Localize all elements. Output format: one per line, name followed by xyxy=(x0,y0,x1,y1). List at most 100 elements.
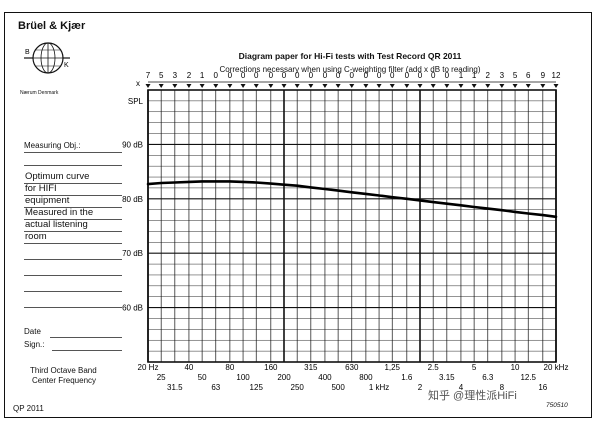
brand-name: Brüel & Kjær xyxy=(18,20,86,32)
handwritten-line: equipment xyxy=(25,195,70,206)
correction-marker xyxy=(389,84,395,88)
x-tick-label: 50 xyxy=(198,373,207,382)
correction-value: 2 xyxy=(187,71,192,80)
correction-marker xyxy=(553,84,559,88)
series-line xyxy=(146,180,558,219)
correction-value: 0 xyxy=(418,71,423,80)
correction-marker xyxy=(417,84,423,88)
x-tick-label: 40 xyxy=(184,363,193,372)
correction-value: 0 xyxy=(323,71,328,80)
correction-value: 0 xyxy=(214,71,219,80)
correction-marker xyxy=(471,84,477,88)
correction-value: 0 xyxy=(377,71,382,80)
correction-value: 9 xyxy=(541,71,546,80)
correction-value: 12 xyxy=(552,71,561,80)
x-tick-label: 100 xyxy=(236,373,250,382)
correction-marker xyxy=(213,84,219,88)
chart-subtitle: Corrections necessary when using C-weigh… xyxy=(219,65,481,74)
x-tick-label: 1,25 xyxy=(384,363,400,372)
form-line xyxy=(24,219,122,220)
correction-value: 0 xyxy=(241,71,246,80)
correction-marker xyxy=(253,84,259,88)
correction-value: 0 xyxy=(350,71,355,80)
y-tick-label: 90 dB xyxy=(122,140,143,149)
date-label: Date xyxy=(24,327,41,336)
correction-value: 1 xyxy=(472,71,477,80)
correction-value: 0 xyxy=(254,71,259,80)
correction-marker xyxy=(199,84,205,88)
form-line xyxy=(24,307,122,308)
handwritten-line: actual listening xyxy=(25,219,88,230)
correction-marker xyxy=(363,84,369,88)
form-line xyxy=(24,207,122,208)
x-tick-label: 2.5 xyxy=(428,363,440,372)
form-line xyxy=(24,195,122,196)
measuring-obj-label: Measuring Obj.: xyxy=(24,141,81,150)
x-tick-label: 630 xyxy=(345,363,359,372)
form-line xyxy=(24,291,122,292)
form-line xyxy=(24,259,122,260)
y-tick-label: 80 dB xyxy=(122,195,143,204)
correction-value: 6 xyxy=(526,71,531,80)
footer-serial: 750510 xyxy=(546,402,568,409)
correction-value: 0 xyxy=(269,71,274,80)
correction-value: 0 xyxy=(390,71,395,80)
watermark-text: 知乎 @理性派HiFi xyxy=(428,390,517,402)
x-tick-label: 8 xyxy=(500,383,505,392)
correction-value: 0 xyxy=(228,71,233,80)
correction-value: 0 xyxy=(405,71,410,80)
correction-value: 0 xyxy=(309,71,314,80)
form-line xyxy=(24,165,122,166)
x-tick-label: 250 xyxy=(291,383,305,392)
x-tick-label: 25 xyxy=(157,373,166,382)
date-line xyxy=(50,337,122,338)
correction-marker xyxy=(444,84,450,88)
correction-marker xyxy=(240,84,246,88)
correction-marker xyxy=(308,84,314,88)
x-tick-label: 200 xyxy=(277,373,291,382)
logo-subtext: Nærum Denmark xyxy=(20,90,59,96)
band-label-1: Third Octave Band xyxy=(30,366,97,375)
x-tick-label: 125 xyxy=(250,383,264,392)
x-tick-label: 400 xyxy=(318,373,332,382)
correction-marker xyxy=(485,84,491,88)
correction-marker xyxy=(158,84,164,88)
x-tick-label: 10 xyxy=(511,363,520,372)
correction-marker xyxy=(499,84,505,88)
footer-code: QP 2011 xyxy=(13,404,44,413)
x-tick-label: 63 xyxy=(211,383,220,392)
logo-letter-k: K xyxy=(64,62,69,69)
logo-letter-b: B xyxy=(25,49,30,56)
x-tick-label: 20 Hz xyxy=(138,363,159,372)
correction-value: 5 xyxy=(159,71,164,80)
correction-marker xyxy=(281,84,287,88)
correction-marker xyxy=(268,84,274,88)
correction-marker xyxy=(458,84,464,88)
correction-marker xyxy=(227,84,233,88)
form-line xyxy=(24,231,122,232)
x-tick-label: 1.6 xyxy=(401,373,413,382)
sign-line xyxy=(52,350,122,351)
x-tick-label: 3.15 xyxy=(439,373,455,382)
correction-value: 2 xyxy=(486,71,491,80)
diagram-sheet xyxy=(4,12,592,418)
correction-value: 7 xyxy=(146,71,151,80)
correction-prefix: x xyxy=(136,79,140,88)
form-line xyxy=(24,152,122,153)
correction-marker xyxy=(294,84,300,88)
form-line xyxy=(24,275,122,276)
x-tick-label: 20 kHz xyxy=(544,363,569,372)
x-tick-label: 6.3 xyxy=(482,373,494,382)
correction-marker xyxy=(322,84,328,88)
x-tick-label: 31.5 xyxy=(167,383,183,392)
handwritten-line: Optimum curve xyxy=(25,171,90,182)
x-tick-label: 80 xyxy=(225,363,234,372)
x-tick-label: 12.5 xyxy=(520,373,536,382)
form-line xyxy=(24,243,122,244)
y-tick-label: 70 dB xyxy=(122,249,143,258)
correction-value: 0 xyxy=(295,71,300,80)
x-tick-label: 800 xyxy=(359,373,373,382)
correction-marker xyxy=(512,84,518,88)
correction-value: 0 xyxy=(445,71,450,80)
